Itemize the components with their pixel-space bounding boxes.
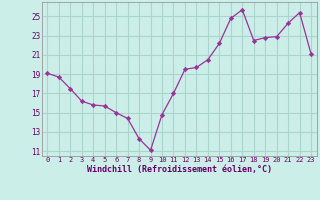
X-axis label: Windchill (Refroidissement éolien,°C): Windchill (Refroidissement éolien,°C) <box>87 165 272 174</box>
